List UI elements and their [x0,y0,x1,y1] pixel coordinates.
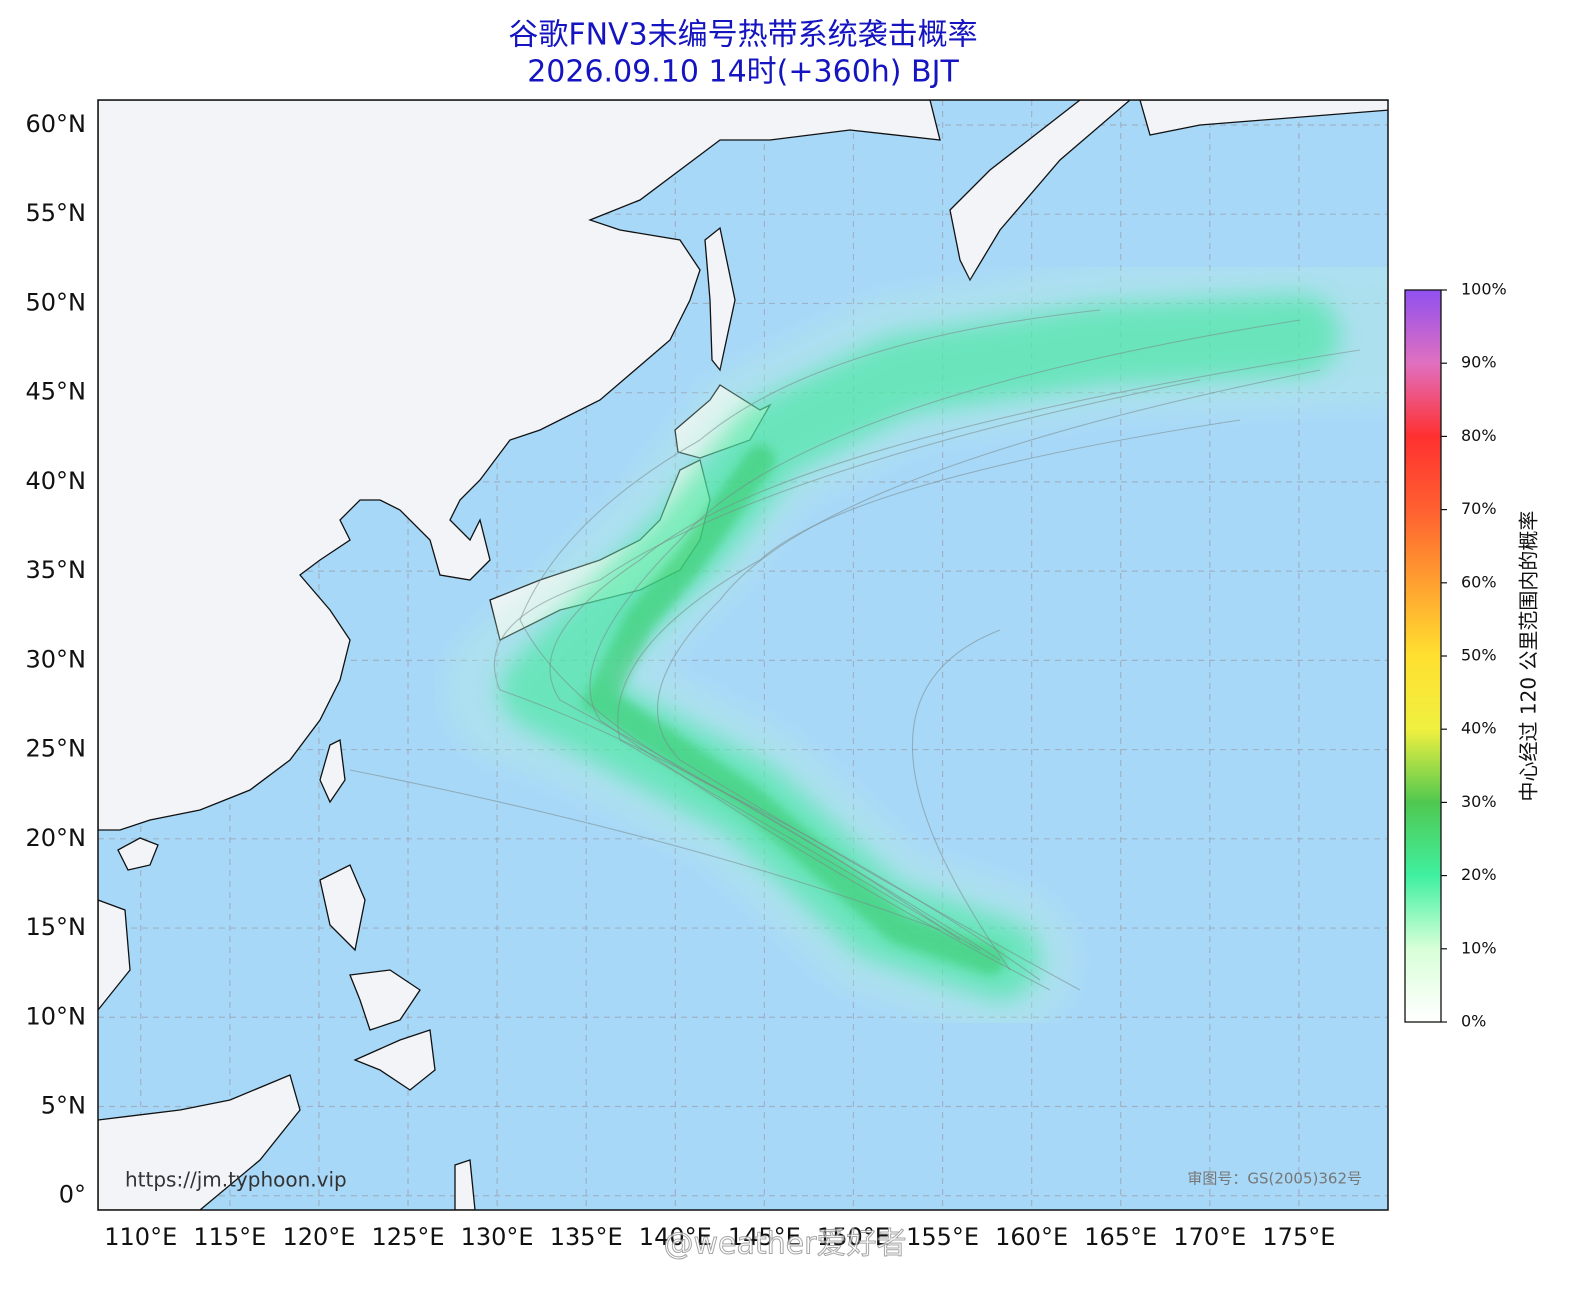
y-tick-label: 45°N [26,378,87,406]
track [911,629,1011,971]
land-taiwan [319,739,346,804]
colorbar-tick-label: 0% [1461,1012,1486,1031]
source-url: https://jm.typhoon.vip [125,1168,347,1192]
x-tick-label: 110°E [104,1223,177,1251]
x-tick-label: 125°E [372,1223,445,1251]
y-tick-label: 15°N [26,913,87,941]
colorbar-tick-label: 20% [1461,865,1497,884]
land-indochina [98,899,131,1012]
land-sulawesi [454,1159,476,1210]
x-tick-label: 115°E [193,1223,266,1251]
colorbar-tick-label: 100% [1461,280,1507,299]
x-tick-label: 140°E [639,1223,712,1251]
track [657,369,1321,991]
track [349,769,941,931]
land-hainan [117,837,159,871]
x-tick-label: 165°E [1084,1223,1157,1251]
land-visayas [349,969,421,1031]
colorbar-tick-label: 90% [1461,353,1497,372]
land-mindanao [353,1029,436,1091]
tracks [349,309,1361,991]
colorbar-tick-label: 50% [1461,646,1497,665]
colorbar-tick-label: 40% [1461,719,1497,738]
colorbar-tick-label: 30% [1461,792,1497,811]
land-kamchatka [949,100,1131,282]
approval-number: 审图号：GS(2005)362号 [1187,1170,1362,1188]
land-alaska [1139,100,1388,136]
colorbar-tick-label: 60% [1461,572,1497,591]
y-tick-label: 5°N [41,1091,86,1119]
land-luzon [319,864,366,952]
y-tick-label: 50°N [26,288,87,316]
y-tick-label: 35°N [26,556,87,584]
track [549,349,1361,961]
land-sakhalin [704,226,736,372]
axis-ticks: 110°E 115°E 120°E 125°E 130°E 135°E 140°E 145°E… [26,110,1336,1251]
map-area: https://jm.typhoon.vip 审图号：GS(2005)362号 [98,100,1388,1210]
y-tick-label: 20°N [26,824,87,852]
y-tick-label: 30°N [26,645,87,673]
x-tick-label: 150°E [817,1223,890,1251]
land-asia [98,100,941,831]
map-title: 谷歌FNV3未编号热带系统袭击概率 [508,18,977,53]
y-tick-label: 0° [59,1181,86,1209]
colorbar-tick-label: 70% [1461,499,1497,518]
y-tick-label: 10°N [26,1002,87,1030]
colorbar-tick-label: 10% [1461,938,1497,957]
x-tick-label: 135°E [550,1223,623,1251]
x-tick-label: 170°E [1173,1223,1246,1251]
y-tick-label: 60°N [26,110,87,138]
colorbar [1404,289,1442,1023]
map-subtitle: 2026.09.10 14时(+360h) BJT [527,55,959,90]
x-tick-label: 145°E [728,1223,801,1251]
track [493,379,1201,941]
track [617,419,1241,951]
swath-peak [580,445,1005,975]
x-tick-label: 130°E [461,1223,534,1251]
y-tick-label: 40°N [26,467,87,495]
colorbar-tick-label: 80% [1461,426,1497,445]
x-tick-label: 120°E [282,1223,355,1251]
y-tick-label: 25°N [26,735,87,763]
colorbar-ticks: 0% 10% 20% 30% 40% 50% 60% 70% 80% 90% 100% [1441,280,1507,1031]
map-frame [97,99,1389,1211]
x-tick-label: 155°E [906,1223,979,1251]
track [589,319,1301,991]
colorbar-label: 中心经过 120 公里范围内的概率 [1517,511,1541,802]
land-borneo [98,1074,301,1210]
track [519,309,1101,981]
watermark: @weather爱好者 [664,1227,907,1262]
x-tick-label: 160°E [995,1223,1068,1251]
y-tick-label: 55°N [26,199,87,227]
x-tick-label: 175°E [1262,1223,1335,1251]
